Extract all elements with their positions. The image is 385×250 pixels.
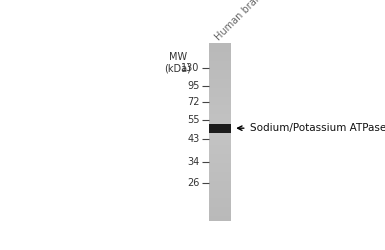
Bar	[209, 92, 231, 96]
Bar	[209, 207, 231, 212]
Bar	[209, 172, 231, 176]
Bar	[209, 123, 231, 128]
Bar	[209, 198, 231, 203]
Bar	[209, 61, 231, 66]
Bar	[209, 185, 231, 190]
Bar	[209, 79, 231, 83]
Bar	[209, 96, 231, 101]
Text: 55: 55	[187, 115, 199, 125]
Bar	[209, 150, 231, 154]
Bar	[209, 141, 231, 145]
Bar	[209, 66, 231, 70]
Bar	[209, 83, 231, 88]
Bar	[209, 114, 231, 119]
Bar	[209, 124, 231, 133]
Bar	[209, 181, 231, 185]
Text: 95: 95	[187, 81, 199, 91]
Bar	[209, 212, 231, 216]
Bar	[209, 119, 231, 123]
Text: Human brain: Human brain	[214, 0, 266, 42]
Bar	[209, 216, 231, 220]
Bar	[209, 190, 231, 194]
Bar	[209, 194, 231, 198]
Bar	[209, 88, 231, 92]
Bar	[209, 74, 231, 79]
Bar	[209, 101, 231, 105]
Text: 130: 130	[181, 62, 199, 72]
Bar	[209, 44, 231, 48]
Bar	[209, 128, 231, 132]
Bar	[209, 203, 231, 207]
Text: MW
(kDa): MW (kDa)	[164, 52, 191, 74]
Bar	[209, 136, 231, 141]
Text: 34: 34	[187, 157, 199, 167]
Bar	[209, 106, 231, 110]
Text: Sodium/Potassium ATPase  beta 1: Sodium/Potassium ATPase beta 1	[250, 123, 385, 133]
Bar	[209, 176, 231, 181]
Bar	[209, 145, 231, 150]
Bar	[209, 48, 231, 52]
Bar	[209, 110, 231, 114]
Bar	[209, 154, 231, 158]
Bar	[209, 52, 231, 57]
Text: 43: 43	[187, 134, 199, 144]
Bar	[209, 168, 231, 172]
Bar	[209, 57, 231, 61]
Bar	[209, 132, 231, 136]
Bar	[209, 70, 231, 74]
Text: 26: 26	[187, 178, 199, 188]
Text: 72: 72	[187, 97, 199, 107]
Bar	[209, 163, 231, 168]
Bar	[209, 158, 231, 163]
